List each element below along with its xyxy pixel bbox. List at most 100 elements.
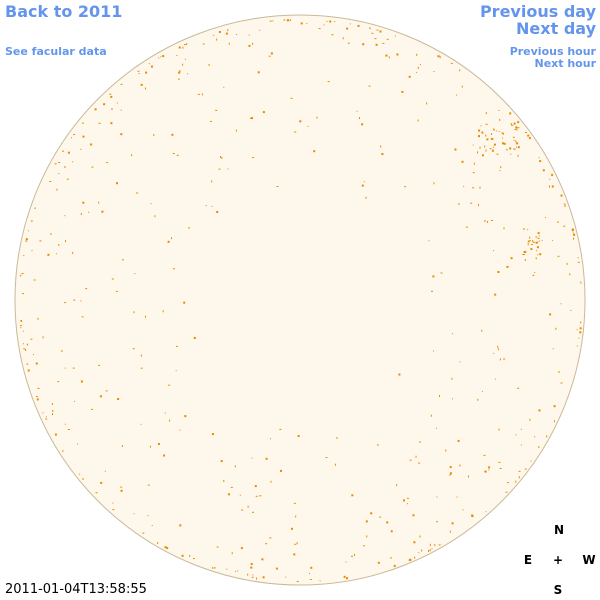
- facula: [537, 254, 539, 256]
- facula: [235, 570, 237, 572]
- facula: [218, 31, 221, 33]
- facula: [412, 514, 415, 517]
- facula: [22, 293, 25, 295]
- facula: [506, 265, 509, 268]
- facula: [499, 468, 502, 469]
- facula: [385, 54, 388, 57]
- facula: [21, 273, 24, 274]
- facula: [335, 437, 338, 439]
- facula: [408, 559, 410, 562]
- facula: [513, 148, 516, 150]
- facula: [287, 19, 289, 22]
- facula: [377, 561, 380, 564]
- facula: [517, 127, 520, 129]
- facula: [537, 241, 539, 243]
- facula: [554, 420, 555, 423]
- facula: [255, 495, 258, 497]
- facula: [25, 238, 28, 241]
- facular-link[interactable]: See facular data: [5, 45, 107, 58]
- facula: [47, 253, 50, 256]
- facula: [535, 241, 538, 244]
- facula: [112, 502, 114, 504]
- facula: [503, 358, 506, 360]
- facula: [500, 166, 502, 169]
- facula: [499, 170, 501, 172]
- facula: [23, 330, 25, 332]
- facula: [493, 143, 496, 146]
- facula: [112, 509, 115, 511]
- facula: [401, 90, 404, 93]
- facula: [366, 535, 368, 538]
- facula: [456, 496, 458, 498]
- facula: [457, 203, 460, 205]
- facula: [520, 444, 522, 446]
- facula: [202, 43, 205, 45]
- back-link[interactable]: Back to 2011: [5, 2, 123, 21]
- facula: [376, 29, 379, 31]
- facula: [153, 134, 155, 136]
- facula: [300, 22, 303, 25]
- facula: [26, 363, 29, 365]
- facula: [513, 148, 515, 150]
- facula: [520, 428, 522, 430]
- compass-west: W: [582, 553, 596, 567]
- facula: [439, 394, 440, 397]
- facula: [579, 327, 582, 330]
- facula: [560, 194, 563, 197]
- facula: [138, 73, 140, 74]
- facula: [250, 563, 253, 565]
- facula: [33, 354, 34, 356]
- facula: [535, 236, 538, 238]
- facula: [179, 429, 181, 431]
- facula: [110, 122, 113, 125]
- facula: [82, 201, 85, 204]
- facula: [82, 135, 85, 138]
- facula: [227, 493, 230, 496]
- facula: [251, 457, 253, 459]
- facula: [295, 515, 297, 518]
- facula: [181, 554, 184, 557]
- facula: [577, 261, 580, 263]
- facula: [457, 439, 460, 442]
- facula: [393, 564, 396, 567]
- facula: [76, 443, 78, 445]
- facula: [216, 546, 219, 548]
- facula: [64, 166, 66, 168]
- facula: [483, 454, 486, 456]
- next-day-link[interactable]: Next day: [516, 19, 596, 38]
- facula: [518, 470, 521, 472]
- facula: [221, 156, 223, 159]
- facula: [184, 415, 187, 418]
- next-hour-link[interactable]: Next hour: [534, 57, 597, 70]
- facula: [523, 254, 525, 255]
- facula: [283, 19, 286, 21]
- facula: [22, 343, 24, 345]
- previous-hour-link[interactable]: Previous hour: [509, 45, 596, 58]
- facula: [490, 137, 493, 140]
- facula: [480, 125, 482, 127]
- facula: [549, 178, 551, 180]
- facula: [342, 37, 344, 40]
- facula: [501, 137, 503, 139]
- facula: [218, 168, 221, 170]
- facula: [313, 150, 316, 153]
- facula: [363, 181, 365, 183]
- facula: [538, 446, 540, 448]
- facula: [158, 57, 160, 59]
- previous-day-link[interactable]: Previous day: [479, 2, 596, 21]
- facula: [416, 71, 418, 73]
- facula: [551, 240, 553, 242]
- facula: [35, 396, 38, 398]
- facula: [72, 161, 74, 163]
- facula: [488, 466, 491, 469]
- facula: [162, 55, 165, 58]
- facula: [73, 299, 76, 301]
- facula: [149, 445, 151, 448]
- facula: [262, 111, 265, 114]
- facula: [137, 70, 140, 72]
- facula: [176, 345, 178, 347]
- facula: [227, 29, 229, 32]
- facula: [285, 576, 287, 578]
